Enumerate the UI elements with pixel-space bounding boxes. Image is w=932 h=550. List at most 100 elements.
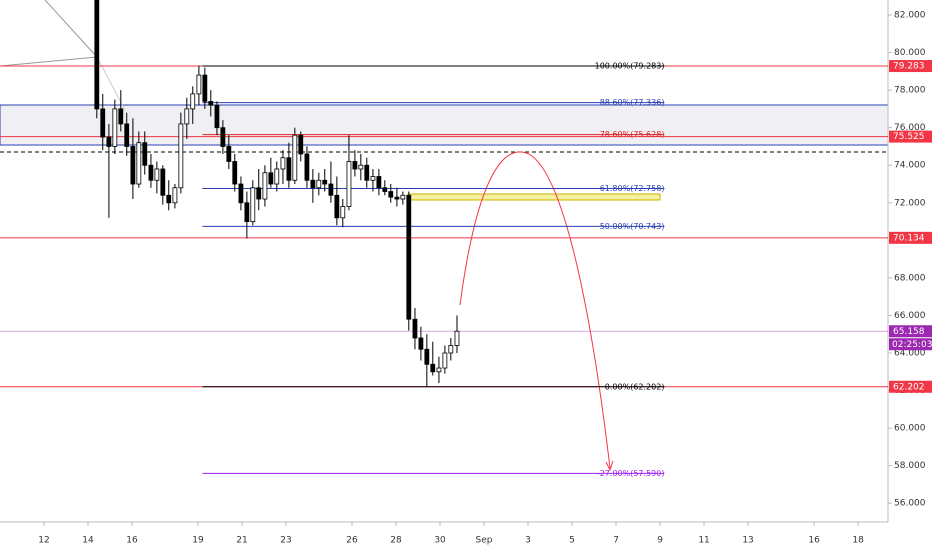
- fib-label: 78.60%(75.628): [600, 130, 665, 139]
- y-tick-label: 82.000: [894, 11, 926, 21]
- price-label: 65.158: [893, 327, 925, 337]
- candle-body: [334, 194, 340, 219]
- candle-body: [346, 161, 352, 207]
- x-tick-label: 5: [569, 536, 575, 546]
- candle-body: [280, 157, 286, 170]
- candle-body: [226, 146, 232, 162]
- x-tick-label: 19: [192, 536, 204, 546]
- highlight-box: [407, 193, 661, 201]
- y-tick-label: 56.000: [894, 499, 926, 509]
- candle-body: [244, 202, 250, 222]
- candle-body: [400, 194, 406, 200]
- y-tick-label: 72.000: [894, 198, 926, 208]
- y-tick-label: 68.000: [894, 273, 926, 283]
- x-tick-label: 30: [434, 536, 446, 546]
- x-tick-label: 18: [852, 536, 864, 546]
- candle-body: [178, 123, 184, 189]
- candle-body: [166, 194, 172, 204]
- candle-body: [286, 157, 292, 181]
- price-label: 75.525: [893, 132, 925, 142]
- candle-body: [232, 161, 238, 185]
- y-tick-label: 76.000: [894, 123, 926, 133]
- candle-body: [298, 134, 304, 155]
- price-badge: [889, 130, 932, 143]
- candle-body: [262, 172, 268, 200]
- candle-body: [190, 93, 196, 110]
- y-tick-label: 58.000: [894, 461, 926, 471]
- x-tick-label: 21: [236, 536, 247, 546]
- x-tick-label: 7: [613, 536, 619, 546]
- y-tick-label: 60.000: [894, 424, 926, 434]
- candle-body: [322, 179, 328, 185]
- y-tick-label: 80.000: [894, 48, 926, 58]
- x-tick-label: 28: [390, 536, 402, 546]
- fib-label: 100.00%(79.283): [595, 62, 665, 71]
- candle-body: [94, 0, 100, 110]
- candle-body: [424, 348, 430, 365]
- x-tick-label: 3: [525, 536, 531, 546]
- candle-body: [340, 206, 346, 219]
- fib-label: 61.80%(72.758): [600, 184, 665, 193]
- price-label: 79.283: [893, 62, 925, 72]
- price-badge: [889, 231, 932, 244]
- price-badge: [889, 380, 932, 393]
- candle-body: [202, 74, 208, 102]
- x-tick-label: Sep: [476, 536, 493, 546]
- x-tick-label: 9: [657, 536, 663, 546]
- x-tick-label: 11: [698, 536, 709, 546]
- candle-body: [388, 191, 394, 198]
- x-tick-label: 14: [82, 536, 94, 546]
- candle-body: [370, 176, 376, 181]
- candle-body: [268, 172, 274, 185]
- candle-body: [406, 194, 412, 320]
- price-label: 62.202: [893, 382, 925, 392]
- candle-body: [208, 100, 214, 106]
- candle-body: [364, 164, 370, 181]
- price-label: 70.134: [893, 233, 925, 243]
- candle-body: [154, 168, 160, 181]
- candle-body: [394, 196, 400, 200]
- price-badge: [889, 60, 932, 73]
- x-tick-label: 23: [280, 536, 291, 546]
- x-tick-label: 16: [808, 536, 820, 546]
- candle-body: [436, 367, 442, 373]
- candle-body: [172, 187, 178, 204]
- x-tick-label: 13: [742, 536, 753, 546]
- candle-body: [292, 134, 298, 181]
- candle-body: [328, 183, 334, 196]
- y-tick-label: 66.000: [894, 311, 926, 321]
- candle-body: [136, 142, 142, 185]
- candle-body: [448, 345, 454, 354]
- candle-body: [310, 179, 316, 189]
- candle-body: [214, 104, 220, 129]
- candle-body: [430, 363, 436, 373]
- candle-body: [238, 183, 244, 204]
- price-badge: [889, 325, 932, 338]
- zone: [0, 104, 889, 146]
- y-tick-label: 64.000: [894, 349, 926, 359]
- candle-body: [304, 153, 310, 181]
- candle-body: [274, 168, 280, 185]
- candle-body: [256, 187, 262, 200]
- fib-label: 88.60%(77.336): [600, 98, 665, 107]
- candle-body: [130, 146, 136, 185]
- candle-body: [118, 108, 124, 125]
- x-tick-label: 26: [346, 536, 358, 546]
- candle-body: [442, 352, 448, 369]
- candle-body: [220, 127, 226, 147]
- arrow-head: [605, 460, 614, 472]
- fib-label: 50.00%(70.743): [600, 222, 665, 231]
- candle-body: [352, 161, 358, 170]
- trend-line: [44, 0, 98, 58]
- x-tick-label: 12: [38, 536, 49, 546]
- candle-body: [412, 318, 418, 339]
- fib-label: 0.00%(62.202): [605, 382, 665, 391]
- candle-body: [316, 179, 322, 189]
- candle-body: [184, 108, 190, 125]
- candle-body: [142, 142, 148, 166]
- trend-line: [0, 56, 98, 67]
- countdown-badge: [889, 338, 932, 351]
- candle-body: [418, 337, 424, 350]
- candle-body: [454, 330, 460, 346]
